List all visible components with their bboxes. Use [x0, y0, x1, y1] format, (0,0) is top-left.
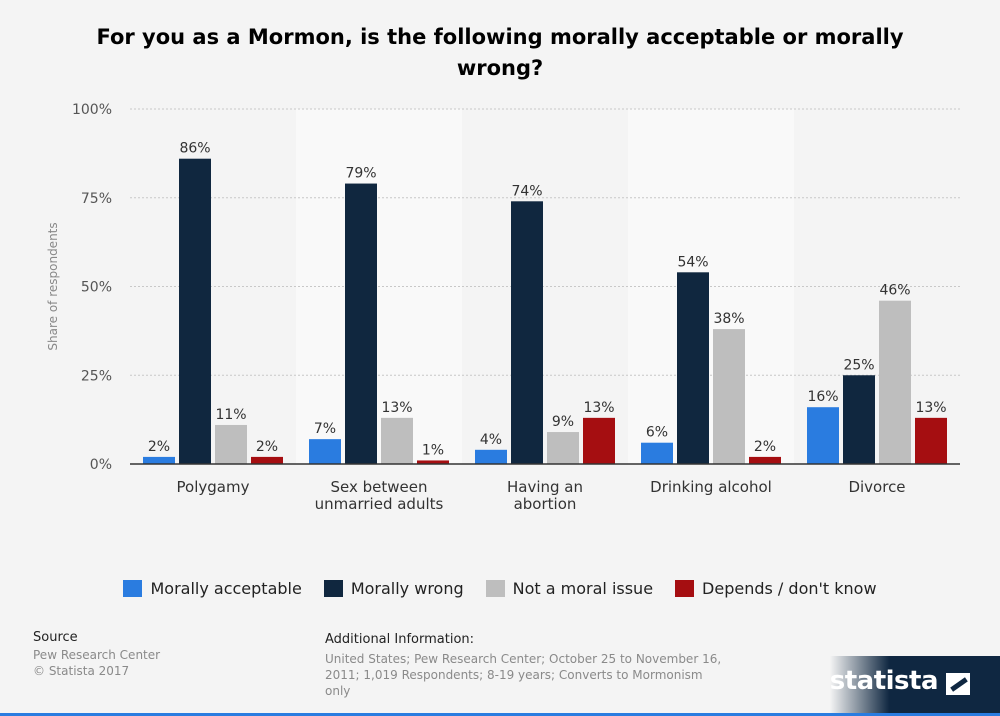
- data-label: 79%: [345, 166, 376, 182]
- bar-1-series-2: [179, 158, 211, 464]
- data-label: 11%: [215, 407, 246, 423]
- data-label: 13%: [381, 400, 412, 416]
- data-label: 6%: [646, 425, 668, 441]
- data-label: 13%: [915, 400, 946, 416]
- bar-1-series-4: [251, 456, 283, 464]
- data-label: 2%: [754, 439, 776, 455]
- bar-3-series-2: [511, 201, 543, 465]
- legend-swatch: [323, 580, 343, 597]
- legend-label: Morally acceptable: [150, 579, 302, 598]
- statista-logo-icon: [946, 673, 970, 695]
- bar-5-series-4: [915, 417, 947, 464]
- bar-5-series-3: [879, 300, 911, 464]
- data-label: 7%: [314, 421, 336, 437]
- legend-item[interactable]: Morally wrong: [323, 579, 464, 598]
- bar-1-series-3: [215, 424, 247, 464]
- source-block: Source Pew Research Center © Statista 20…: [33, 630, 160, 679]
- chart-legend: Morally acceptable Morally wrong Not a mor…: [0, 579, 1000, 598]
- brand-name: statista: [829, 666, 939, 696]
- legend-item[interactable]: Not a moral issue: [485, 579, 654, 598]
- legend-label: Depends / don't know: [702, 579, 877, 598]
- bar-2-series-4: [417, 460, 449, 464]
- chart-title: For you as a Mormon, is the following mo…: [96, 25, 904, 80]
- data-label: 13%: [583, 400, 614, 416]
- bar-2-series-1: [309, 439, 341, 464]
- data-label: 16%: [807, 389, 838, 405]
- bar-3-series-1: [475, 449, 507, 464]
- bar-5-series-1: [807, 407, 839, 464]
- additional-info-block: Additional Information: United States; P…: [325, 632, 725, 699]
- x-tick-label: Having an abortion: [507, 478, 583, 513]
- x-tick-label: Drinking alcohol: [650, 478, 772, 496]
- data-label: 54%: [677, 254, 708, 270]
- legend-swatch: [485, 580, 505, 597]
- legend-swatch: [123, 580, 143, 597]
- y-axis-label: Share of respondents: [46, 222, 60, 350]
- data-label: 9%: [552, 414, 574, 430]
- additional-info-header: Additional Information:: [325, 632, 475, 647]
- data-label: 74%: [511, 183, 542, 199]
- brand-logo[interactable]: statista: [830, 656, 1000, 716]
- x-tick-label: Divorce: [848, 478, 905, 496]
- bar-4-series-3: [713, 329, 745, 464]
- y-tick-label: 50%: [81, 280, 112, 296]
- bar-1-series-1: [143, 456, 175, 464]
- bar-chart: 0% 25% 50% 75% 100% Share of respondents 2% 86%…: [46, 102, 960, 513]
- source-header: Source: [33, 630, 78, 645]
- bar-3-series-3: [547, 432, 579, 464]
- data-label: 2%: [148, 439, 170, 455]
- x-tick-label: Sex between unmarried adults: [315, 478, 444, 513]
- source-line-publisher: Pew Research Center: [33, 648, 161, 662]
- bar-3-series-4: [583, 417, 615, 464]
- data-label: 4%: [480, 432, 502, 448]
- additional-info-text: United States; Pew Research Center; Octo…: [325, 652, 722, 698]
- legend-item[interactable]: Depends / don't know: [675, 579, 877, 598]
- data-label: 86%: [179, 141, 210, 157]
- legend-label: Morally wrong: [350, 579, 464, 598]
- bar-4-series-4: [749, 456, 781, 464]
- bar-4-series-2: [677, 272, 709, 464]
- data-label: 46%: [879, 283, 910, 299]
- data-label: 25%: [843, 357, 874, 373]
- data-label: 38%: [713, 311, 744, 327]
- data-label: 2%: [256, 439, 278, 455]
- y-tick-label: 100%: [72, 102, 112, 118]
- y-tick-label: 25%: [81, 368, 112, 384]
- legend-label: Not a moral issue: [512, 579, 654, 598]
- data-label: 1%: [422, 442, 444, 458]
- bar-5-series-2: [843, 375, 875, 464]
- source-line-copyright: © Statista 2017: [33, 664, 130, 678]
- bar-2-series-2: [345, 183, 377, 465]
- y-tick-label: 75%: [81, 191, 112, 207]
- y-tick-label: 0%: [90, 457, 112, 473]
- bottom-accent-bar: [0, 713, 1000, 716]
- bar-2-series-3: [381, 417, 413, 464]
- bar-4-series-1: [641, 442, 673, 464]
- legend-swatch: [675, 580, 695, 597]
- legend-item[interactable]: Morally acceptable: [123, 579, 302, 598]
- x-tick-label: Polygamy: [177, 478, 250, 496]
